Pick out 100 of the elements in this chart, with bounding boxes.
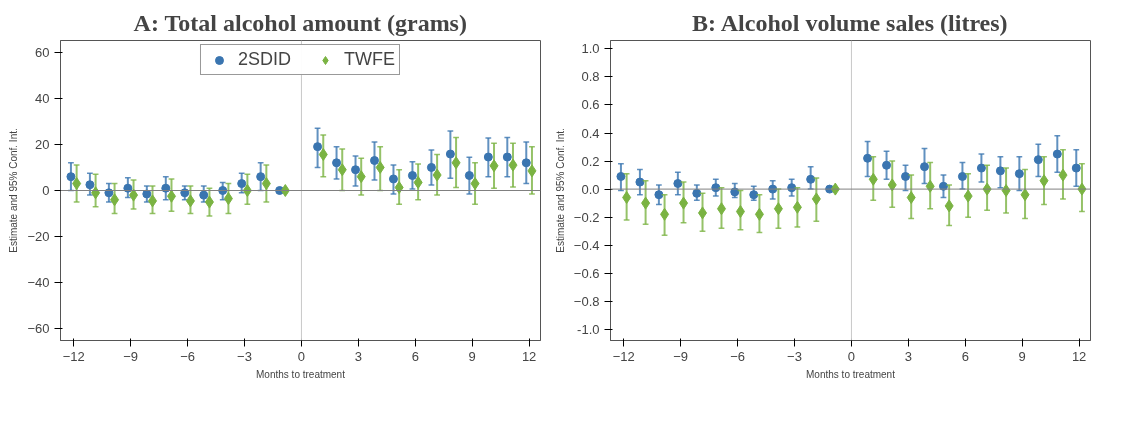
y-tick-label: 0.4	[581, 125, 600, 141]
y-tick-label: 20	[35, 136, 50, 152]
point	[256, 172, 266, 182]
x-axis-title: Months to treatment	[806, 368, 896, 380]
point	[754, 207, 764, 221]
x-tick-label: 6	[961, 348, 969, 364]
y-tick-label: 0	[42, 183, 50, 198]
point	[811, 192, 821, 206]
x-axis-title: Months to treatment	[256, 368, 346, 380]
point	[337, 163, 347, 177]
point	[413, 175, 423, 189]
point	[110, 193, 120, 207]
point	[508, 158, 518, 172]
x-tick-label: 12	[521, 348, 537, 364]
point	[868, 172, 878, 186]
x-tick-label: −12	[612, 348, 635, 364]
x-tick-label: 6	[411, 348, 419, 364]
point	[464, 171, 474, 180]
point	[919, 162, 929, 172]
point	[673, 179, 683, 188]
point	[489, 159, 499, 173]
point	[432, 168, 442, 182]
point	[976, 163, 986, 173]
point	[470, 177, 480, 191]
point	[237, 179, 247, 189]
y-tick-label: -1.0	[577, 321, 600, 337]
y-tick-label: 0.2	[581, 153, 600, 169]
point	[1052, 149, 1062, 159]
x-tick-label: −3	[787, 348, 802, 364]
point	[483, 152, 493, 162]
point	[388, 174, 398, 184]
point	[185, 194, 195, 208]
point	[635, 177, 645, 187]
point	[616, 171, 626, 181]
point	[521, 158, 531, 168]
point	[527, 164, 537, 178]
point	[944, 199, 954, 213]
point	[806, 174, 816, 184]
y-tick-label: 1.0	[581, 41, 600, 57]
x-tick-label: 9	[468, 348, 476, 364]
y-tick-label: 0.8	[581, 69, 600, 85]
x-tick-label: −6	[730, 348, 746, 364]
point	[166, 189, 176, 203]
y-tick-label: −60	[27, 321, 50, 337]
point	[375, 160, 385, 174]
y-tick-label: −20	[27, 229, 50, 245]
point	[1071, 163, 1081, 173]
x-tick-label: 9	[1018, 348, 1026, 364]
x-tick-label: −12	[62, 348, 85, 364]
point	[407, 171, 417, 180]
point	[773, 202, 783, 216]
y-tick-label: 60	[35, 44, 50, 60]
x-tick-label: 0	[847, 348, 856, 364]
x-tick-label: −6	[180, 348, 196, 364]
y-tick-label: 0.6	[581, 97, 600, 113]
point	[223, 192, 233, 206]
point	[906, 191, 916, 205]
point	[313, 142, 323, 152]
x-tick-label: 12	[1071, 348, 1087, 364]
chart-title: B: Alcohol volume sales (litres)	[692, 9, 1008, 36]
point	[451, 156, 461, 170]
point	[148, 194, 158, 208]
point	[1058, 168, 1068, 182]
point	[654, 190, 664, 200]
point	[85, 180, 95, 190]
y-axis-title: Estimate and 95% Conf. Int.	[554, 128, 566, 253]
point	[204, 195, 214, 209]
point	[1020, 188, 1030, 202]
point	[698, 206, 708, 220]
legend-label: TWFE	[344, 49, 396, 70]
y-tick-label: 40	[35, 90, 50, 106]
point	[1039, 174, 1049, 188]
point	[792, 200, 802, 214]
point	[882, 160, 892, 170]
point	[369, 156, 379, 165]
x-tick-label: −3	[237, 348, 252, 364]
legend-label: 2SDID	[237, 49, 292, 70]
point	[716, 202, 726, 216]
point	[957, 171, 967, 181]
point	[332, 158, 342, 168]
point	[91, 186, 101, 200]
point	[622, 191, 632, 205]
x-tick-label: 3	[354, 348, 362, 364]
point	[735, 205, 745, 219]
point	[445, 149, 455, 159]
y-axis-title: Estimate and 95% Conf. Int.	[8, 128, 20, 253]
point	[901, 171, 911, 181]
point	[679, 196, 689, 210]
point	[66, 172, 76, 182]
point	[692, 188, 702, 198]
point	[1033, 155, 1043, 165]
point	[863, 153, 873, 163]
x-tick-label: 0	[297, 348, 306, 364]
point	[426, 162, 436, 172]
point	[318, 148, 328, 161]
x-tick-label: 3	[904, 348, 912, 364]
point	[142, 189, 152, 199]
point	[129, 188, 139, 202]
chart-title: A: Total alcohol amount (grams)	[133, 9, 467, 36]
point	[660, 207, 670, 221]
